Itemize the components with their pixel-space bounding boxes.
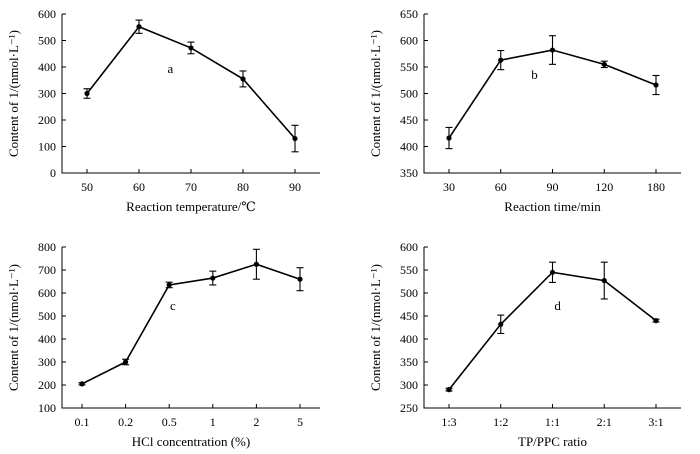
data-point [79,381,85,387]
y-axis-title: Content of 1/(nmol·L⁻¹) [368,264,383,391]
x-tick-label: 5 [297,415,303,429]
panel-letter: b [531,67,538,82]
data-point [549,269,556,275]
y-tick-label: 200 [38,113,56,127]
y-tick-label: 300 [400,378,418,392]
y-axis-title: Content of 1/(nmol·L⁻¹) [368,30,383,157]
x-tick-label: 0.2 [118,415,133,429]
data-point [498,57,504,63]
chart-panel-d: 250 300 350 400 450 500 550 600 1:3 1:2 1:1 2:1 3:1 d… [368,240,681,449]
y-tick-label: 650 [400,7,418,21]
data-point [601,61,607,67]
panel-letter: a [167,61,173,76]
data-point [136,24,142,30]
y-tick-label: 500 [400,286,418,300]
y-tick-label: 500 [38,34,56,48]
y-tick-label: 600 [400,240,418,254]
x-tick-label: 90 [547,180,559,194]
y-tick-label: 550 [400,60,418,74]
x-tick-label: 60 [133,180,145,194]
data-point [601,277,607,284]
panel-letter: d [554,298,561,313]
axis-line [61,247,320,409]
y-tick-label: 350 [400,166,418,180]
x-tick-label: 0.5 [162,415,177,429]
y-tick-label: 0 [50,166,56,180]
data-point [653,82,659,88]
x-tick-label: 1:3 [441,415,456,429]
data-point [84,90,90,97]
x-tick-label: 1:1 [545,415,560,429]
y-tick-label: 400 [38,332,56,346]
y-tick-label: 600 [38,7,56,21]
series-line [81,263,301,385]
data-point [166,282,172,288]
x-axis-title: Reaction temperature/℃ [126,199,256,214]
x-axis-title: Reaction time/min [504,199,601,214]
x-tick-label: 50 [81,180,93,194]
x-tick-label: 180 [647,180,665,194]
x-tick-label: 1 [210,415,216,429]
y-tick-label: 250 [400,401,418,415]
x-tick-label: 60 [495,180,507,194]
y-tick-label: 500 [38,309,56,323]
data-point [549,47,556,53]
axis-line [61,14,320,174]
y-axis-title: Content of 1/(nmol·L⁻¹) [6,264,21,391]
data-point [253,261,259,267]
y-axis-title: Content of 1/(nmol·L⁻¹) [6,30,21,157]
x-tick-label: 3:1 [648,415,663,429]
x-tick-label: 90 [289,180,301,194]
x-axis-title: TP/PPC ratio [518,434,587,449]
data-point [498,321,504,327]
data-point [240,76,246,82]
y-tick-label: 500 [400,87,418,101]
x-tick-label: 2:1 [597,415,612,429]
y-tick-label: 400 [38,60,56,74]
y-tick-label: 400 [400,332,418,346]
data-point [446,135,452,141]
chart-panel-a: 0 100 200 300 400 500 600 50 60 70 80 90 a Reaction t… [6,7,320,214]
chart-panel-b: 350 400 450 500 550 600 650 30 60 90 120 180 b Reacti… [368,7,681,214]
y-tick-label: 100 [38,140,56,154]
y-tick-label: 350 [400,355,418,369]
x-tick-label: 2 [253,415,259,429]
panel-letter: c [170,298,176,313]
data-point [297,276,303,282]
y-tick-label: 450 [400,309,418,323]
y-tick-label: 400 [400,140,418,154]
x-tick-label: 1:2 [493,415,508,429]
y-tick-label: 800 [38,240,56,254]
chart-panel-c: 100 200 300 400 500 600 700 800 0.1 0.2 0.5 1 2 5 c HCl… [6,240,320,449]
y-tick-label: 600 [400,34,418,48]
y-tick-label: 300 [38,87,56,101]
y-tick-label: 550 [400,263,418,277]
y-tick-label: 200 [38,378,56,392]
y-tick-label: 450 [400,113,418,127]
y-tick-label: 100 [38,401,56,415]
x-tick-label: 120 [595,180,613,194]
y-tick-label: 300 [38,355,56,369]
data-point [123,359,129,365]
data-point [446,387,452,393]
y-tick-label: 600 [38,286,56,300]
x-tick-label: 80 [237,180,249,194]
x-tick-label: 70 [185,180,197,194]
data-point [653,318,659,324]
x-tick-label: 0.1 [75,415,90,429]
series-line [448,271,657,391]
data-point [210,275,216,281]
x-axis-title: HCl concentration (%) [132,434,250,449]
x-tick-label: 30 [443,180,455,194]
data-point [292,135,298,142]
y-tick-label: 700 [38,263,56,277]
data-point [188,45,194,51]
